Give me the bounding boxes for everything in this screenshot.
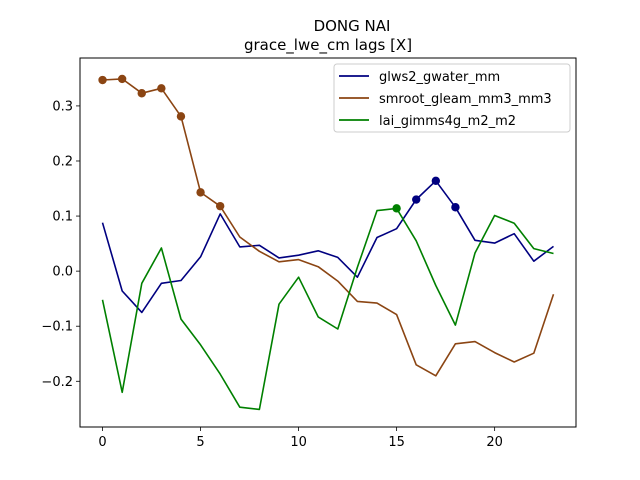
series-marker-smroot_gleam_mm3_mm3: [215, 201, 225, 211]
series-marker-smroot_gleam_mm3_mm3: [137, 89, 146, 98]
y-tick-label: 0.1: [52, 210, 73, 225]
y-tick-label: 0.0: [52, 265, 73, 280]
series-marker-lai_gimms4g_m2_m2: [392, 204, 401, 213]
series-marker-smroot_gleam_mm3_mm3: [176, 112, 186, 121]
series-line-glws2_gwater_mm: [101, 180, 554, 314]
series-marker-smroot_gleam_mm3_mm3: [157, 84, 166, 93]
series-marker-glws2_gwater_mm: [431, 176, 441, 186]
series-line-lai_gimms4g_m2_m2: [101, 207, 554, 411]
legend-box: [333, 63, 571, 133]
series-marker-smroot_gleam_mm3_mm3: [196, 188, 205, 197]
plot-area-frame: [79, 57, 577, 428]
x-tick-label: 15: [388, 435, 405, 450]
x-tick-label: 0: [98, 435, 106, 450]
series-line-smroot_gleam_mm3_mm3: [102, 78, 555, 377]
y-tick-label: 0.2: [52, 154, 73, 169]
series-layer: [98, 74, 555, 411]
series-marker-smroot_gleam_mm3_mm3: [98, 75, 107, 85]
axis-layer: 0 5 10 15 20 −0.2 −0.1 0.0 0.1 0.2 0.3: [41, 99, 502, 450]
y-tick-label: −0.2: [41, 375, 73, 390]
series-marker-glws2_gwater_mm: [451, 203, 460, 212]
legend-label-lai_gimms4g_m2_m2: lai_gimms4g_m2_m2: [379, 114, 516, 129]
chart-title: DONG NAI: [314, 17, 391, 35]
legend-label-smroot_gleam_mm3_mm3: smroot_gleam_mm3_mm3: [379, 92, 552, 107]
y-tick-label: 0.3: [52, 99, 73, 114]
y-tick-label: −0.1: [41, 320, 73, 335]
legend: glws2_gwater_mm smroot_gleam_mm3_mm3 lai_g…: [333, 63, 571, 133]
x-tick-label: 20: [486, 435, 503, 450]
chart-subtitle: grace_lwe_cm lags [X]: [244, 36, 412, 55]
x-tick-label: 5: [196, 435, 204, 450]
series-marker-glws2_gwater_mm: [412, 195, 421, 204]
series-marker-smroot_gleam_mm3_mm3: [117, 74, 127, 84]
legend-label-glws2_gwater_mm: glws2_gwater_mm: [379, 70, 500, 85]
x-tick-label: 10: [290, 435, 307, 450]
